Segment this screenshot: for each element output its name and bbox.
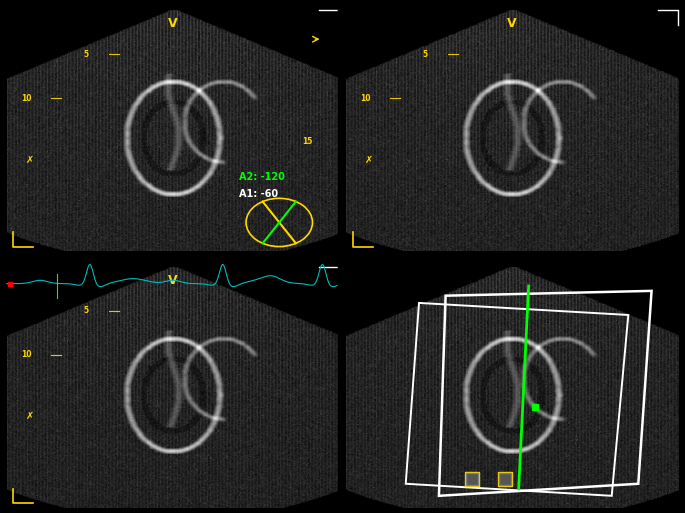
Text: 5: 5 [84,306,89,315]
Text: ✗: ✗ [26,411,34,421]
Text: 5: 5 [423,50,428,58]
Text: ✗: ✗ [26,155,34,165]
Text: A1: -60: A1: -60 [239,188,279,199]
Text: 10: 10 [360,93,371,103]
Text: V: V [168,17,178,30]
Text: 10: 10 [21,350,32,359]
Text: 15: 15 [303,137,313,146]
Text: 5: 5 [84,50,89,58]
Text: V: V [507,17,517,30]
Text: A2: -120: A2: -120 [239,172,285,182]
Text: V: V [168,274,178,287]
Text: 10: 10 [21,93,32,103]
Text: ✗: ✗ [365,155,373,165]
